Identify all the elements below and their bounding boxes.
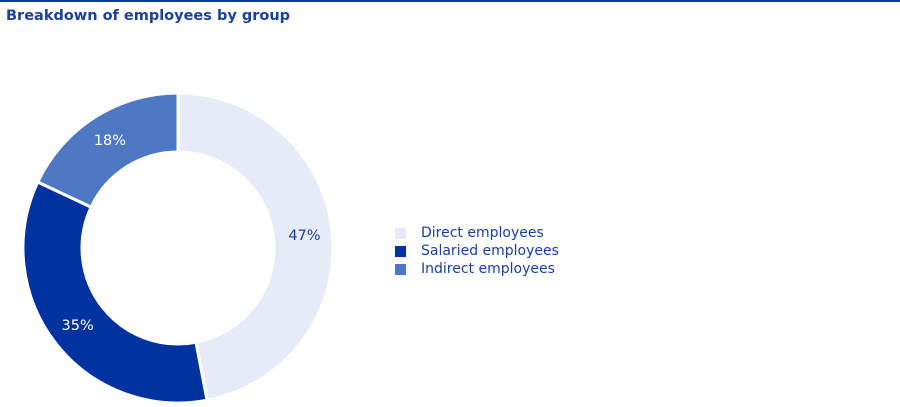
pie-slice-2 — [21, 180, 209, 405]
legend-item: Indirect employees — [395, 260, 559, 278]
slice-value-label: 47% — [288, 228, 320, 244]
legend-swatch — [395, 245, 406, 257]
legend-item: Salaried employees — [395, 242, 559, 260]
slice-value-label: 18% — [94, 133, 126, 149]
chart-title: Breakdown of employees by group — [6, 8, 291, 24]
pie-slice-1 — [176, 91, 335, 403]
legend-swatch — [395, 227, 406, 239]
donut-chart: 47% 35% 18% — [21, 91, 335, 405]
top-rule — [0, 0, 900, 2]
legend-item: Direct employees — [395, 224, 559, 242]
pie-slice-3 — [35, 91, 180, 210]
legend-label: Indirect employees — [421, 261, 555, 277]
legend-label: Salaried employees — [421, 243, 559, 259]
slice-value-label: 35% — [62, 318, 94, 334]
chart-legend: Direct employees Salaried employees Indire… — [395, 224, 559, 278]
legend-swatch — [395, 263, 406, 275]
legend-label: Direct employees — [421, 225, 544, 241]
